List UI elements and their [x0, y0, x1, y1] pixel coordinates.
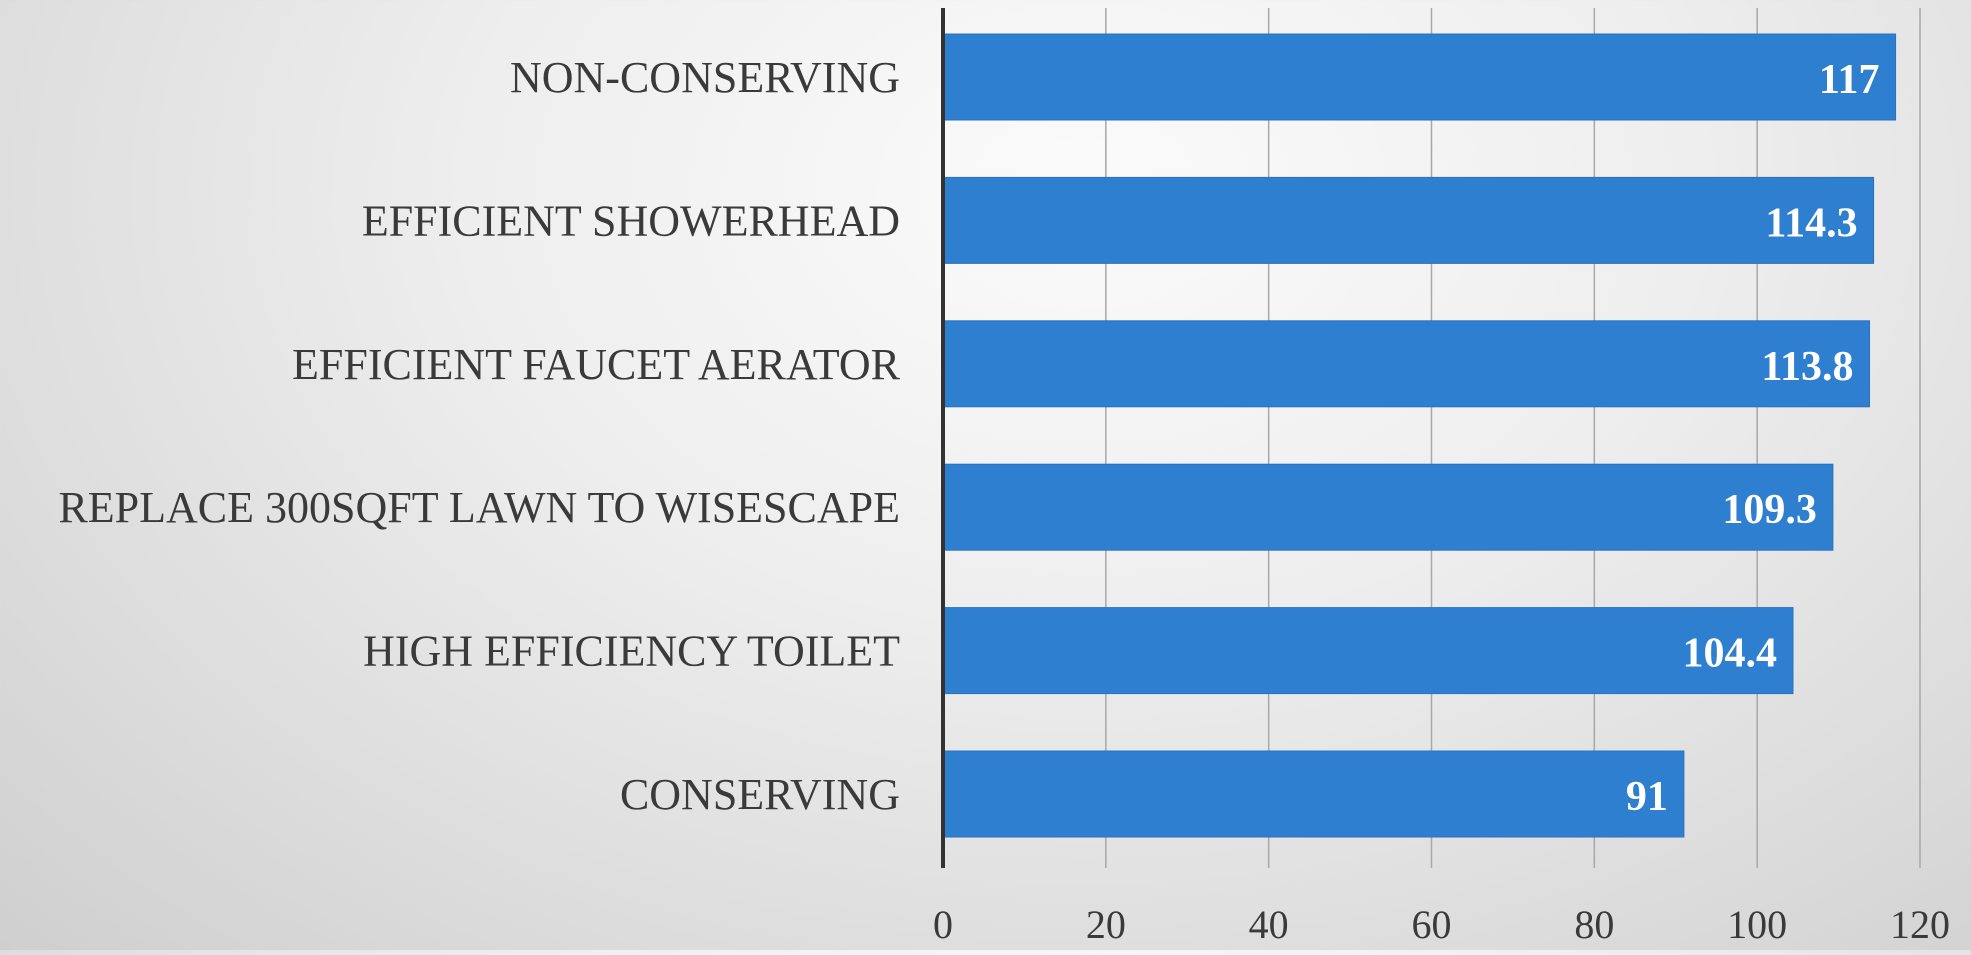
bar: [942, 320, 1871, 408]
category-label: EFFICIENT FAUCET AERATOR: [292, 340, 901, 389]
category-label: REPLACE 300SQFT LAWN TO WISESCAPE: [58, 483, 900, 532]
category-label: CONSERVING: [620, 770, 900, 819]
bar: [942, 463, 1834, 551]
x-tick-label: 100: [1727, 902, 1787, 947]
bars: [942, 33, 1897, 838]
x-tick-label: 0: [933, 902, 953, 947]
data-label: 109.3: [1722, 487, 1817, 533]
data-label: 91: [1626, 774, 1668, 820]
x-tick-label: 60: [1412, 902, 1452, 947]
x-tick-label: 20: [1086, 902, 1126, 947]
x-tick-label: 40: [1249, 902, 1289, 947]
data-label: 113.8: [1761, 344, 1853, 390]
category-label: NON-CONSERVING: [510, 53, 900, 102]
data-label: 117: [1819, 57, 1880, 103]
bar: [942, 176, 1875, 264]
bar: [942, 33, 1897, 121]
category-label: EFFICIENT SHOWERHEAD: [362, 196, 900, 245]
gridlines: [1105, 8, 1921, 868]
data-label: 114.3: [1765, 200, 1857, 246]
x-tick-label: 120: [1890, 902, 1950, 947]
bar: [942, 750, 1685, 838]
x-tick-label: 80: [1574, 902, 1614, 947]
data-label: 104.4: [1682, 631, 1777, 677]
category-label: HIGH EFFICIENCY TOILET: [363, 627, 900, 676]
labels: NON-CONSERVING 117 EFFICIENT SHOWERHEAD 114…: [58, 53, 1950, 947]
bar: [942, 607, 1794, 695]
